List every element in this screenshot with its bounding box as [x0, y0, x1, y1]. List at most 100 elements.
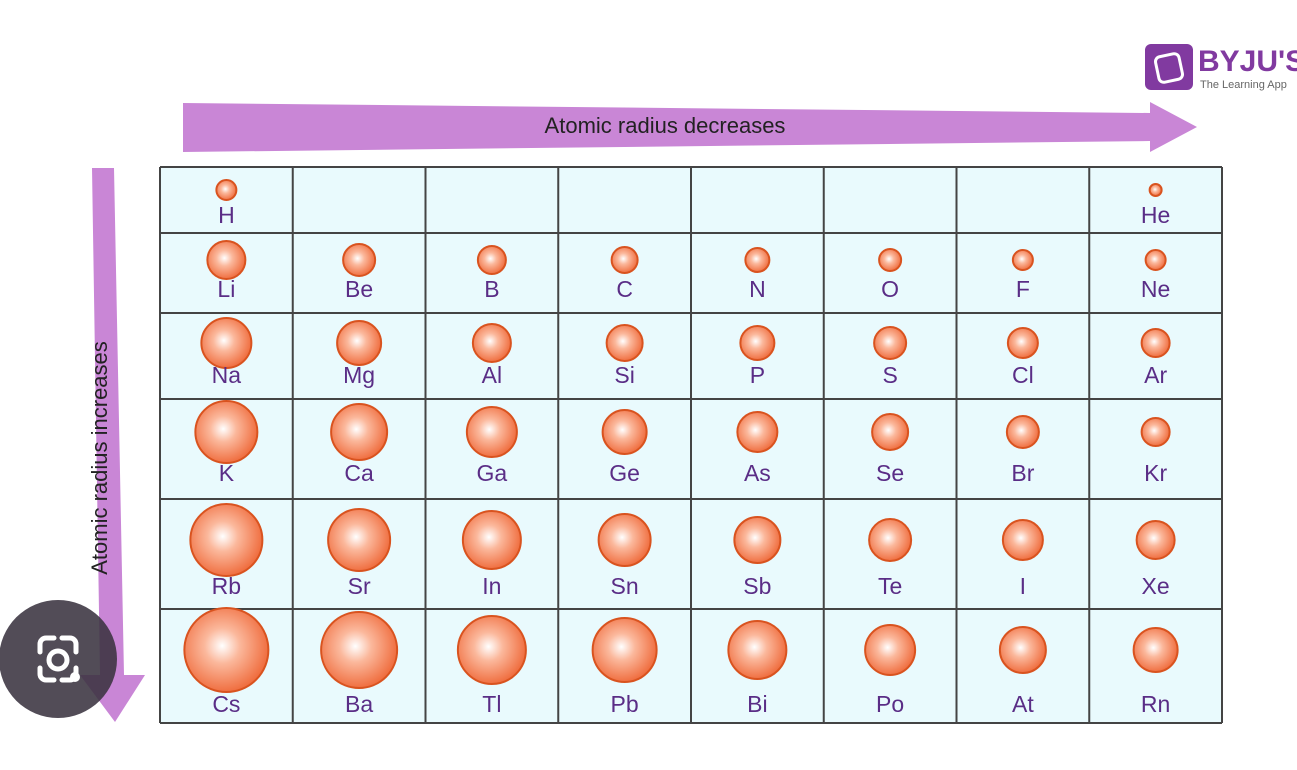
- atom: [744, 247, 771, 273]
- element-symbol: Xe: [1142, 573, 1170, 599]
- atom: [471, 323, 512, 363]
- element-symbol: Sr: [348, 573, 371, 599]
- atom: [998, 626, 1047, 674]
- element-symbol: I: [1020, 573, 1026, 599]
- atom: [597, 513, 652, 567]
- element-symbol: Kr: [1144, 460, 1167, 486]
- atom: [200, 317, 253, 369]
- atom: [1001, 519, 1044, 561]
- atom: [194, 400, 259, 464]
- atom: [601, 409, 648, 455]
- element-symbol: Mg: [343, 362, 375, 388]
- logo: BYJU'S The Learning App: [1145, 44, 1297, 91]
- element-symbol: Be: [345, 276, 373, 302]
- element-symbol: Sn: [611, 573, 639, 599]
- atom: [605, 324, 644, 362]
- atom: [873, 326, 908, 360]
- atom: [1011, 249, 1034, 271]
- element-symbol: H: [218, 202, 235, 228]
- element-table: H He Li Be B C N O F Ne Na Mg Al Si P S Cl Ar K Ca Ga Ge As Se B…: [159, 166, 1223, 724]
- vertical-arrow: [80, 168, 145, 722]
- lens-button[interactable]: [0, 600, 117, 718]
- element-symbol: In: [482, 573, 501, 599]
- element-symbol: Ne: [1141, 276, 1170, 302]
- element-symbol: Ba: [345, 691, 373, 717]
- atom: [610, 246, 639, 274]
- atom: [727, 620, 788, 680]
- logo-mark: [1153, 52, 1185, 84]
- atom: [320, 611, 399, 689]
- atom: [330, 403, 389, 461]
- atom: [736, 411, 779, 453]
- element-symbol: Br: [1011, 460, 1034, 486]
- element-symbol: As: [744, 460, 771, 486]
- element-symbol: Na: [212, 362, 242, 388]
- atom: [476, 245, 507, 275]
- element-symbol: Ge: [609, 460, 640, 486]
- atom: [183, 607, 270, 693]
- element-symbol: Tl: [482, 691, 501, 717]
- element-symbol: Rb: [212, 573, 241, 599]
- element-symbol: Sb: [743, 573, 771, 599]
- element-symbol: Te: [878, 573, 902, 599]
- element-symbol: Ga: [477, 460, 508, 486]
- element-symbol: Cl: [1012, 362, 1034, 388]
- element-symbol: F: [1016, 276, 1030, 302]
- atom: [868, 518, 913, 562]
- lens-frame: [37, 635, 79, 683]
- element-symbol: Pb: [611, 691, 639, 717]
- atom: [327, 508, 392, 572]
- atom: [342, 243, 377, 277]
- atom: [461, 510, 522, 570]
- element-symbol: Ca: [344, 460, 374, 486]
- atom: [189, 503, 264, 577]
- element-symbol: Li: [217, 276, 235, 302]
- element-symbol: Se: [876, 460, 904, 486]
- horizontal-arrow: [183, 102, 1197, 152]
- element-symbol: He: [1141, 202, 1170, 228]
- atom: [864, 624, 917, 676]
- element-symbol: Bi: [747, 691, 767, 717]
- lens-dot: [70, 672, 80, 682]
- atom: [878, 248, 903, 272]
- atom: [1144, 249, 1167, 271]
- atom: [336, 320, 383, 366]
- vertical-arrow-label: Atomic radius increases: [87, 341, 112, 575]
- element-symbol: C: [616, 276, 633, 302]
- logo-badge: [1145, 44, 1193, 90]
- element-symbol: P: [750, 362, 765, 388]
- element-symbol: Po: [876, 691, 904, 717]
- logo-name: BYJU'S: [1198, 45, 1297, 78]
- atom: [733, 516, 782, 564]
- atom: [591, 617, 658, 683]
- element-symbol: O: [881, 276, 899, 302]
- atom: [465, 406, 518, 458]
- element-symbol: B: [484, 276, 499, 302]
- atom: [1140, 417, 1171, 447]
- element-symbol: At: [1012, 691, 1034, 717]
- element-symbol: Cs: [212, 691, 240, 717]
- horizontal-arrow-label: Atomic radius decreases: [545, 113, 786, 138]
- lens-button-bg: [0, 600, 117, 718]
- element-symbol: K: [219, 460, 235, 486]
- element-symbol: N: [749, 276, 766, 302]
- atom: [739, 325, 776, 361]
- atom: [1006, 327, 1039, 359]
- element-symbol: S: [882, 362, 897, 388]
- atom: [1135, 520, 1176, 560]
- lens-eye: [46, 648, 70, 672]
- element-symbol: Al: [482, 362, 502, 388]
- atom: [871, 413, 910, 451]
- element-symbol: Si: [614, 362, 634, 388]
- atom: [1140, 328, 1171, 358]
- atom: [206, 240, 247, 280]
- element-symbol: Rn: [1141, 691, 1170, 717]
- atom: [1148, 183, 1163, 197]
- atom: [1132, 627, 1179, 673]
- atom: [215, 179, 238, 201]
- element-symbol: Ar: [1144, 362, 1167, 388]
- logo-tagline: The Learning App: [1200, 79, 1287, 91]
- atom: [456, 615, 527, 685]
